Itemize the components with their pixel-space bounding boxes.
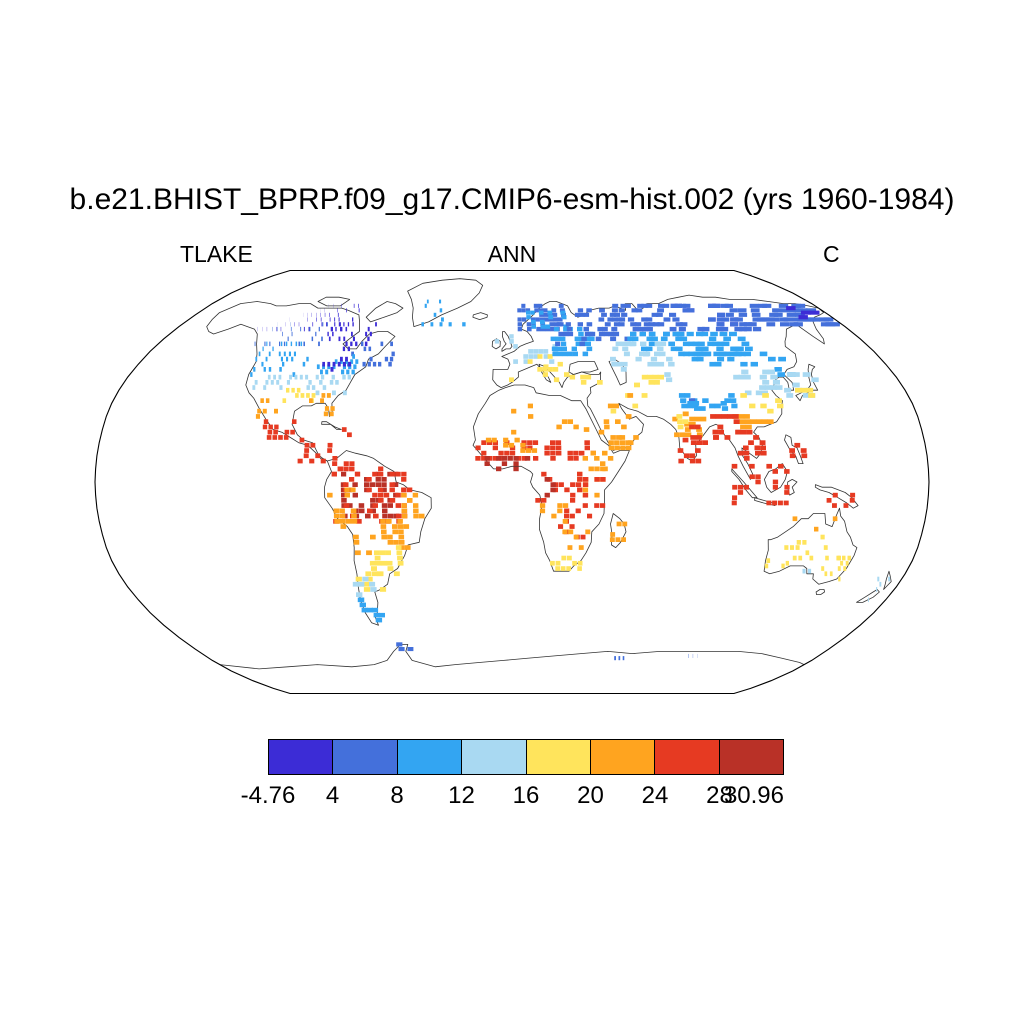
colorbar-swatch-0	[268, 739, 334, 775]
coastline-eurasia	[492, 294, 825, 480]
coastline-tasmania	[815, 589, 825, 595]
coastline-philippines	[784, 434, 804, 464]
coastline-new-zealand-north	[883, 570, 892, 590]
coastlines	[206, 278, 892, 670]
plot-title: b.e21.BHIST_BPRP.f09_g17.CMIP6-esm-hist.…	[69, 183, 955, 216]
colorbar-tick-label: 16	[512, 782, 540, 809]
coastline-madagascar	[610, 513, 627, 548]
coastline-antarctica	[219, 644, 805, 670]
coastline-victoria-island	[317, 296, 351, 307]
colorbar-swatch-5	[589, 739, 656, 775]
coastline-java	[754, 497, 776, 506]
coastline-australia	[763, 507, 858, 585]
map-frame	[94, 269, 930, 695]
coastline-iceland	[472, 312, 488, 320]
colorbar-tick-label: 4	[325, 782, 340, 809]
colorbar-swatch-1	[332, 739, 398, 775]
coastline-new-zealand-south	[856, 589, 880, 603]
variable-label: TLAKE	[180, 241, 253, 267]
coastline-cuba	[321, 421, 342, 430]
coastline-new-guinea	[814, 484, 859, 509]
coastline-borneo	[764, 463, 788, 493]
coastline-black-sea	[568, 361, 599, 375]
coastline-africa	[472, 384, 630, 572]
colorbar-swatch-4	[525, 739, 591, 775]
coastline-greenland	[407, 278, 484, 327]
coastline-baffin-island	[365, 301, 404, 323]
colorbar-tick-label: 30.96	[723, 782, 784, 809]
coastline-caspian-sea	[608, 358, 627, 386]
colorbar-swatch-3	[461, 739, 527, 775]
colorbar-tick-label: 24	[641, 782, 669, 809]
coastline-north-america	[206, 301, 396, 462]
colorbar-swatch-7	[718, 739, 784, 775]
colorbar-swatch-2	[396, 739, 463, 775]
coastline-great-britain	[501, 331, 513, 352]
colorbar-tick-labels: -4.76 4 8 12 16 20 24 28 30.96	[241, 782, 784, 812]
colorbar-tick-label: 8	[390, 782, 404, 809]
colorbar	[268, 739, 784, 775]
colorbar-swatch-6	[654, 739, 720, 775]
colorbar-tick-label: 12	[448, 782, 475, 809]
colorbar-tick-label: 28	[706, 782, 733, 809]
coastline-ireland	[491, 338, 501, 350]
map-frame-fill	[95, 270, 929, 694]
season-label: ANN	[487, 241, 537, 267]
colorbar-tick-label: 20	[577, 782, 604, 809]
units-label: C	[823, 241, 840, 267]
data-cells	[250, 299, 891, 661]
colorbar-tick-label: -4.76	[240, 782, 296, 809]
